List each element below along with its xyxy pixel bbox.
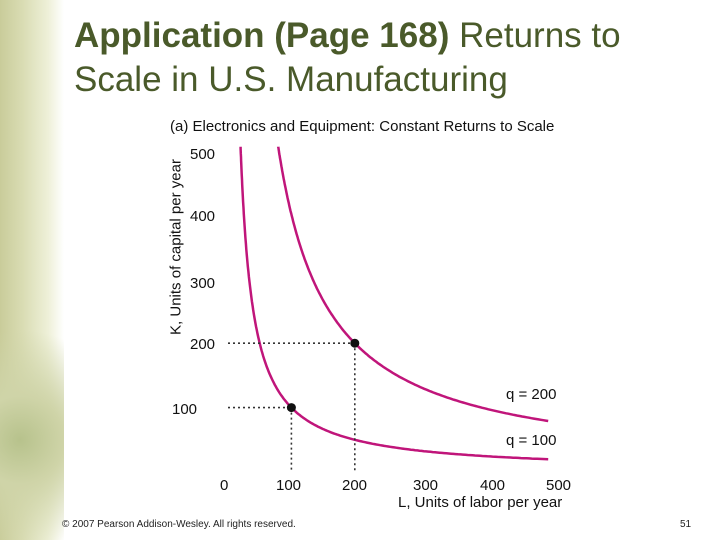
x-axis-label: L, Units of labor per year [398,494,563,511]
data-points [286,338,360,413]
isoquant-curve-q200 [276,146,549,423]
y-tick-label: 300 [190,275,216,292]
y-tick-label: 100 [172,401,198,418]
x-tick-label: 300 [413,477,439,494]
copyright-text: © 2007 Pearson Addison-Wesley. All right… [62,519,296,530]
isoquant-curve-q100 [239,146,549,461]
page-number: 51 [680,519,692,530]
data-point [286,403,296,413]
y-tick-label: 500 [190,146,216,163]
data-point [350,338,360,348]
y-tick-label: 400 [190,208,216,225]
x-tick-label: 100 [276,477,302,494]
slide-title: Application (Page 168) Returns to Scale … [74,14,704,102]
x-tick-label: 500 [546,477,572,494]
dotted-guide-lines [228,342,356,472]
x-tick-label: 200 [342,477,368,494]
slide-title-bold: Application (Page 168) [74,16,450,55]
y-tick-label: 200 [190,336,216,353]
chart-title: (a) Electronics and Equipment: Constant … [170,118,555,135]
series-label-q100: q = 100 [506,432,557,449]
x-tick-label: 0 [220,477,229,494]
slide-title-rest: Returns to Scale in U.S. Manufacturing [74,16,621,99]
series-label-q200: q = 200 [506,386,557,403]
x-tick-label: 400 [480,477,506,494]
decorative-leaf-image [0,300,64,540]
